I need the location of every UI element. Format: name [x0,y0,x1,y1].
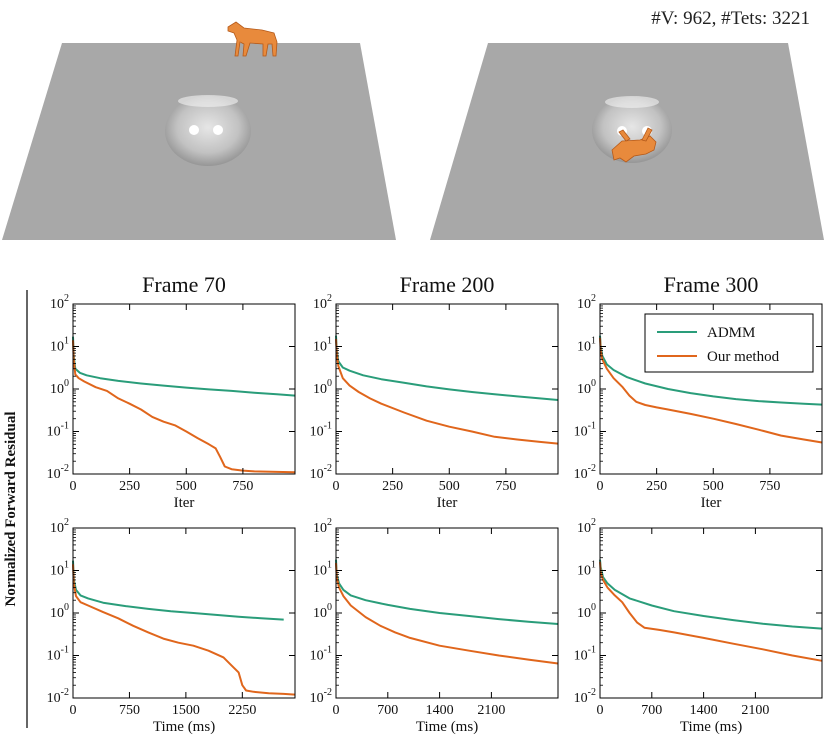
y-axis-label: Normalized Forward Residual [3,412,19,607]
x-tick-label: 0 [333,703,340,718]
x-tick-label: 250 [119,479,140,494]
y-tick-label: 10-1 [310,421,332,440]
series-line-admm [599,335,823,406]
x-axis-label: Iter [437,495,458,511]
y-tick-label: 10-2 [47,463,69,482]
x-tick-label: 1400 [426,703,454,718]
x-tick-label: 2100 [477,703,505,718]
series-line-ours [599,561,823,662]
y-tick-label: 10-1 [47,645,69,664]
legend: ADMM Our method [644,313,814,373]
legend-box [644,313,814,373]
y-tick-label: 101 [313,336,332,355]
series-line-ours [72,564,296,696]
chart-title: Frame 70 [142,272,226,297]
legend-label-admm: ADMM [707,325,755,341]
horse-icon-left [227,21,278,57]
x-axis-label: Iter [701,495,722,511]
chart-panel: 10-2 10-1 100 101 102 0 250 500 750 Iter Frame 70 [47,272,296,511]
y-tick-label: 101 [313,560,332,579]
y-tick-label: 101 [577,336,596,355]
y-tick-label: 100 [577,378,596,397]
legend-label-ours: Our method [707,349,780,365]
x-tick-label: 1400 [690,703,718,718]
y-tick-label: 10-1 [574,645,596,664]
x-tick-label: 0 [333,479,340,494]
y-tick-label: 10-1 [574,421,596,440]
x-axis-label: Time (ms) [680,719,742,735]
chart-title: Frame 200 [400,272,495,297]
y-tick-label: 101 [50,336,69,355]
series-line-ours [335,562,559,665]
x-tick-label: 750 [232,479,253,494]
bowl-left [165,95,251,166]
x-tick-label: 500 [703,479,724,494]
x-tick-label: 700 [641,703,662,718]
x-tick-label: 700 [377,703,398,718]
y-tick-label: 102 [313,293,332,312]
mesh-stats: #V: 962, #Tets: 3221 [651,8,810,29]
y-tick-label: 10-2 [47,687,69,706]
y-tick-label: 102 [577,293,596,312]
y-tick-label: 100 [50,378,69,397]
x-tick-label: 750 [759,479,780,494]
scene-render: #V: 962, #Tets: 3221 [2,8,824,240]
x-tick-label: 0 [597,703,604,718]
series-line-admm [335,335,559,401]
plot-frame [599,527,823,699]
x-tick-label: 750 [119,703,140,718]
series-line-ours [72,340,296,474]
y-tick-label: 100 [577,602,596,621]
y-tick-label: 10-2 [310,463,332,482]
chart-panel: 10-2 10-1 100 101 102 0 750 1500 2250 Time (ms) [47,517,296,735]
y-tick-label: 10-2 [574,687,596,706]
y-tick-label: 102 [50,517,69,536]
series-line-admm [335,559,559,625]
y-tick-label: 10-1 [47,421,69,440]
x-axis-label: Time (ms) [153,719,215,735]
y-tick-label: 10-2 [574,463,596,482]
y-tick-label: 101 [577,560,596,579]
y-tick-label: 102 [577,517,596,536]
y-tick-label: 10-1 [310,645,332,664]
series-line-ours [599,337,823,444]
y-tick-label: 101 [50,560,69,579]
x-axis-label: Iter [174,495,195,511]
horse-fallen-icon [611,127,657,163]
series-line-ours [335,338,559,445]
y-tick-label: 100 [50,602,69,621]
x-tick-label: 0 [70,479,77,494]
x-tick-label: 250 [382,479,403,494]
chart-panel: 10-2 10-1 100 101 102 0 250 500 750 Iter Frame 200 [310,272,559,511]
series-line-admm [72,336,296,397]
x-tick-label: 250 [646,479,667,494]
y-tick-label: 10-2 [310,687,332,706]
y-tick-label: 100 [313,378,332,397]
x-tick-label: 0 [597,479,604,494]
y-tick-label: 100 [313,602,332,621]
y-tick-label: 102 [313,517,332,536]
x-axis-label: Time (ms) [416,719,478,735]
x-tick-label: 500 [176,479,197,494]
x-tick-label: 750 [495,479,516,494]
y-tick-label: 102 [50,293,69,312]
plot-frame [72,303,296,475]
x-tick-label: 1500 [172,703,200,718]
chart-title: Frame 300 [664,272,759,297]
x-tick-label: 0 [70,703,77,718]
x-tick-label: 2100 [741,703,769,718]
x-tick-label: 2250 [228,703,256,718]
x-tick-label: 500 [439,479,460,494]
chart-panel: 10-2 10-1 100 101 102 0 250 500 750 Iter Frame 300 [574,272,823,511]
series-line-admm [72,560,284,621]
